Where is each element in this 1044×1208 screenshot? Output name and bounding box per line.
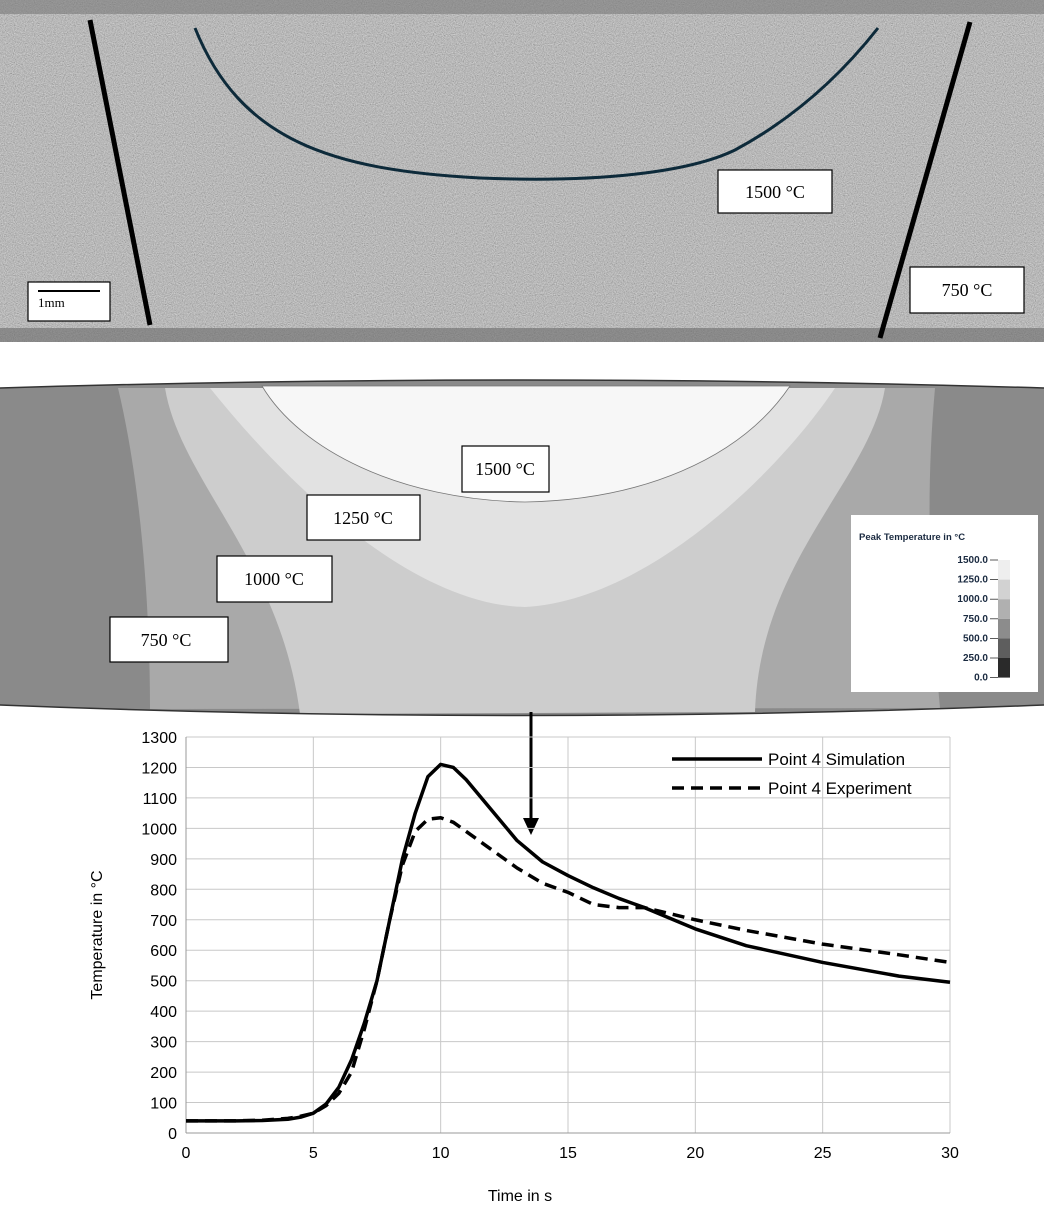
- y-tick-label: 1100: [143, 791, 178, 808]
- colorbar-label: 750.0: [963, 614, 988, 625]
- micrograph-bottom-edge: [0, 328, 1044, 342]
- micrograph-top-edge: [0, 0, 1044, 14]
- colorbar-segment: [998, 599, 1010, 619]
- colorbar-segment: [998, 560, 1010, 580]
- colorbar-label: 500.0: [963, 633, 988, 644]
- isotherm-label: 1000 °C: [244, 569, 304, 589]
- micrograph: 1mm 1500 °C 750 °C: [0, 0, 1044, 342]
- colorbar-label: 1500.0: [957, 555, 988, 566]
- isotherm-label: 1500 °C: [475, 459, 535, 479]
- x-tick-label: 25: [814, 1145, 832, 1162]
- colorbar-label: 250.0: [963, 653, 988, 664]
- y-tick-label: 500: [150, 974, 177, 991]
- figure: 1mm 1500 °C 750 °C 1500 °C 1250 °C 1000 …: [0, 0, 1044, 1208]
- y-tick-label: 800: [150, 882, 177, 899]
- arrow-head: [523, 818, 539, 835]
- simulation: 1500 °C 1250 °C 1000 °C 750 °C Peak Temp…: [0, 380, 1044, 716]
- colorbar-segment: [998, 619, 1010, 639]
- colorbar-title: Peak Temperature in °C: [859, 532, 965, 543]
- isotherm-label: 750 °C: [141, 630, 192, 650]
- legend-label: Point 4 Simulation: [768, 750, 905, 769]
- x-tick-label: 0: [182, 1145, 191, 1162]
- colorbar-segment: [998, 638, 1010, 658]
- colorbar-label: 1250.0: [957, 575, 988, 586]
- isotherm-label: 750 °C: [942, 280, 993, 300]
- isotherm-label: 1250 °C: [333, 508, 393, 528]
- y-tick-label: 0: [168, 1126, 177, 1143]
- y-tick-label: 200: [150, 1065, 177, 1082]
- y-tick-label: 600: [150, 943, 177, 960]
- micrograph-texture: [0, 0, 1044, 342]
- y-tick-label: 900: [150, 852, 177, 869]
- y-tick-label: 700: [150, 913, 177, 930]
- x-axis-title: Time in s: [488, 1188, 552, 1205]
- x-tick-label: 15: [559, 1145, 577, 1162]
- colorbar-label: 1000.0: [957, 594, 988, 605]
- y-tick-label: 400: [150, 1004, 177, 1021]
- colorbar-label: 0.0: [974, 673, 988, 684]
- y-axis-title: Temperature in °C: [89, 870, 106, 999]
- scale-bar-label: 1mm: [38, 295, 65, 310]
- isotherm-label: 1500 °C: [745, 182, 805, 202]
- x-tick-label: 20: [686, 1145, 704, 1162]
- x-tick-label: 30: [941, 1145, 959, 1162]
- y-tick-label: 300: [150, 1035, 177, 1052]
- chart: Time in s Temperature in °C 010020030040…: [89, 730, 959, 1205]
- colorbar-segment: [998, 658, 1010, 678]
- x-tick-label: 5: [309, 1145, 318, 1162]
- y-tick-label: 1300: [141, 730, 177, 747]
- y-tick-label: 1000: [141, 821, 177, 838]
- y-tick-label: 100: [150, 1096, 177, 1113]
- legend-label: Point 4 Experiment: [768, 779, 912, 798]
- x-tick-label: 10: [432, 1145, 450, 1162]
- y-tick-label: 1200: [141, 760, 177, 777]
- colorbar-segment: [998, 580, 1010, 600]
